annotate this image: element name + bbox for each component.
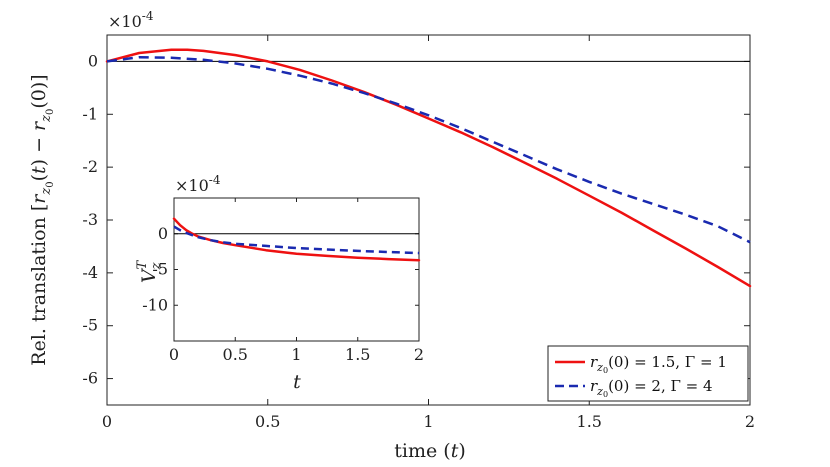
- main-y-tick-label: -3: [82, 210, 98, 229]
- inset-x-tick-label: 0.5: [223, 345, 248, 364]
- main-y-tick-label: -1: [82, 104, 98, 123]
- inset-x-tick-label: 2: [414, 345, 424, 364]
- main-x-tick-labels: 0 0.5 1 1.5 2: [102, 412, 755, 431]
- inset-y-tick-labels: 0 -5 -10: [142, 224, 168, 315]
- inset-series-group: [172, 217, 421, 262]
- main-y-axis-label: Rel. translation [rz0(t) − rz0(0)]: [28, 74, 56, 365]
- inset-x-tick-label: 1.5: [345, 345, 370, 364]
- main-series-2-line: [106, 55, 751, 244]
- main-x-tick-label: 2: [745, 412, 755, 431]
- main-y-tick-label: -4: [82, 263, 98, 282]
- inset-x-axis-label: t: [293, 371, 301, 393]
- inset-x-tick-label: 0: [169, 345, 179, 364]
- legend-box: [547, 345, 749, 402]
- legend: rz0(0) = 1.5, Γ = 1 rz0(0) = 2, Γ = 4: [547, 345, 749, 402]
- inset-y-tick-label: -10: [142, 295, 168, 314]
- inset-x-tick-label: 1: [291, 345, 301, 364]
- inset-plot-area: [173, 197, 420, 342]
- main-exponent-label: ×10-4: [108, 9, 154, 31]
- svg-text:VzT: VzT: [135, 260, 164, 284]
- inset-y-tick-label: 0: [158, 224, 168, 243]
- inset-x-tick-labels: 0 0.5 1 1.5 2: [169, 345, 424, 364]
- main-x-tick-label: 1: [423, 412, 433, 431]
- main-x-axis-label: time (t): [394, 440, 466, 462]
- inset-y-tick-label: -5: [152, 260, 168, 279]
- legend-label-series-1: rz0(0) = 1.5, Γ = 1: [590, 353, 727, 375]
- legend-label-series-2: rz0(0) = 2, Γ = 4: [590, 377, 713, 399]
- main-y-tick-label: 0: [88, 51, 98, 70]
- main-x-tick-label: 0: [102, 412, 112, 431]
- svg-text:Rel. translation [rz0(t) − rz0: Rel. translation [rz0(t) − rz0(0)]: [28, 74, 56, 365]
- main-x-tick-label: 0.5: [255, 412, 280, 431]
- main-y-tick-label: -2: [82, 157, 98, 176]
- main-y-tick-labels: 0 -1 -2 -3 -4 -5 -6: [82, 51, 98, 387]
- main-series-1-line: [105, 48, 752, 288]
- main-series-group: [105, 48, 752, 288]
- main-y-tick-label: -6: [82, 369, 98, 388]
- main-x-tick-label: 1.5: [577, 412, 602, 431]
- main-y-tick-label: -5: [82, 316, 98, 335]
- inset-y-axis-label: VzT: [135, 260, 164, 284]
- inset-series-2-line: [173, 225, 420, 255]
